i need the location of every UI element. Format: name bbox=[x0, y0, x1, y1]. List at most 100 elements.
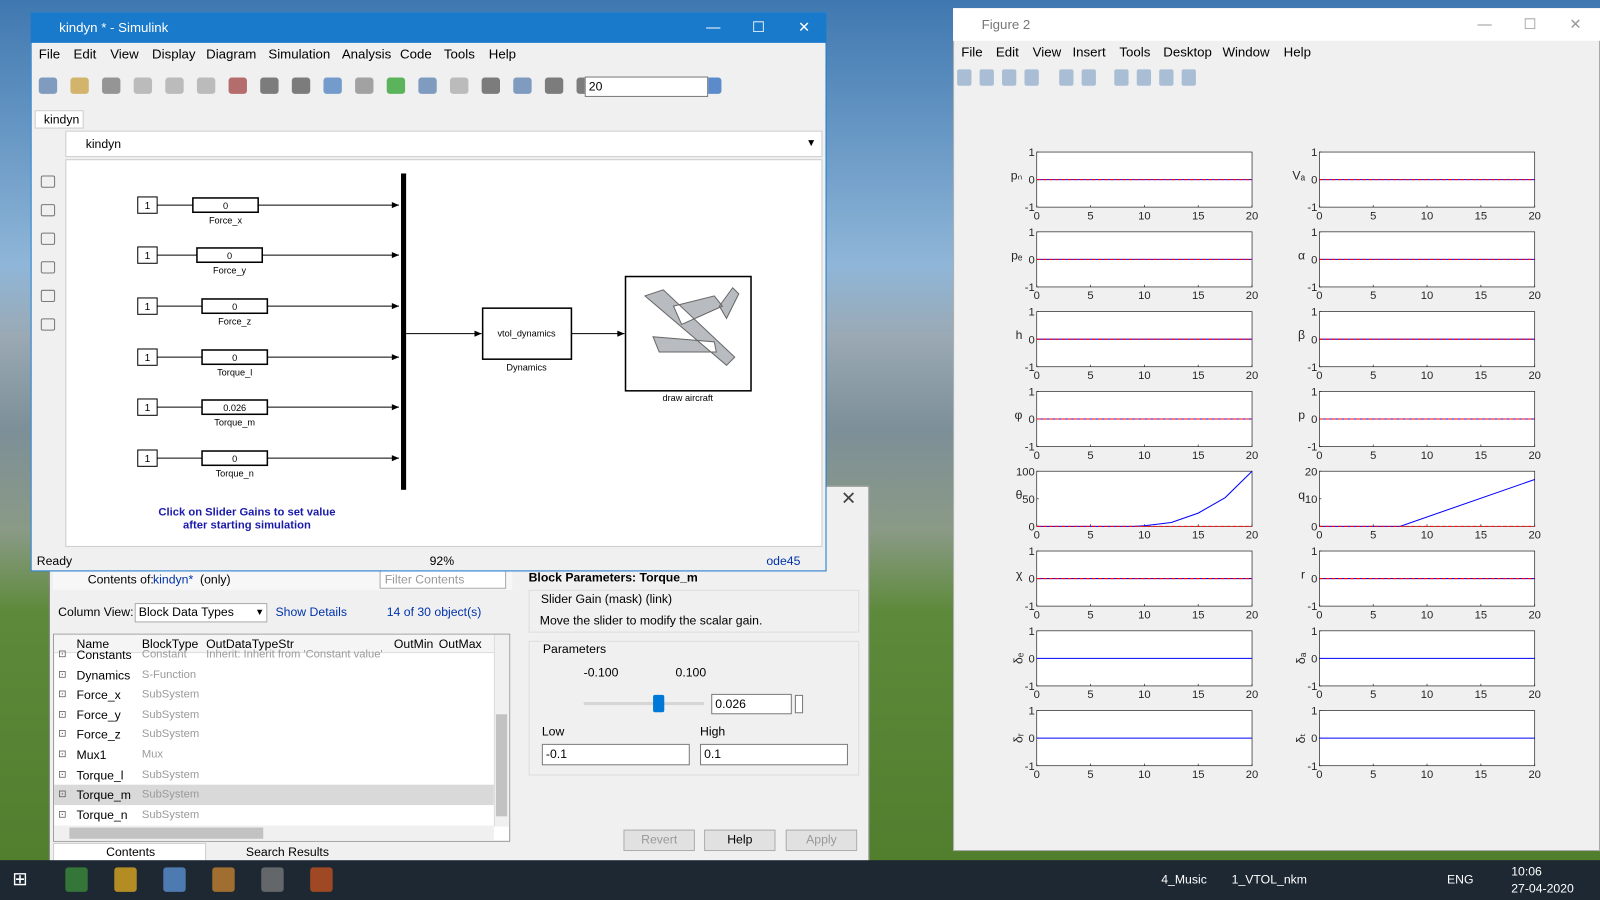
taskbar-app[interactable] bbox=[212, 867, 235, 892]
dialog-button[interactable] bbox=[704, 829, 776, 852]
menu-item[interactable]: Tools bbox=[443, 46, 475, 62]
button-label[interactable]: Help bbox=[727, 832, 753, 847]
menu-item[interactable]: Help bbox=[488, 46, 517, 62]
figure-toolbar-icon[interactable] bbox=[1114, 69, 1129, 86]
menu-item[interactable]: Edit bbox=[995, 44, 1019, 60]
toolbar-icon[interactable] bbox=[70, 77, 89, 94]
menu-item[interactable]: Diagram bbox=[206, 46, 257, 62]
menu-item[interactable]: Insert bbox=[1072, 44, 1106, 60]
palette-icon[interactable] bbox=[40, 175, 56, 188]
x-tick-label: 15 bbox=[1192, 210, 1204, 222]
figure-toolbar-icon[interactable] bbox=[1024, 69, 1039, 86]
window-control[interactable]: ✕ bbox=[1569, 15, 1582, 33]
menu-item[interactable]: File bbox=[38, 46, 61, 62]
menu-item[interactable]: Code bbox=[399, 46, 432, 62]
toolbar-icon[interactable] bbox=[513, 77, 532, 94]
x-tick-label: 10 bbox=[1138, 530, 1150, 542]
menu-item[interactable]: Simulation bbox=[268, 46, 331, 62]
menu-item[interactable]: Analysis bbox=[341, 46, 392, 62]
toolbar-icon[interactable] bbox=[323, 77, 342, 94]
figure-toolbar-icon[interactable] bbox=[1181, 69, 1196, 86]
explorer-tab[interactable]: Search Results bbox=[245, 844, 329, 859]
table-cell[interactable]: Dynamics bbox=[76, 667, 131, 683]
table-cell[interactable]: Force_y bbox=[76, 707, 121, 723]
show-details-link[interactable]: Show Details bbox=[275, 604, 347, 620]
menu-item[interactable]: Window bbox=[1222, 44, 1270, 60]
table-cell[interactable]: Constants bbox=[76, 647, 132, 663]
table-cell[interactable]: Torque_n bbox=[76, 807, 128, 823]
toolbar-icon[interactable] bbox=[228, 77, 247, 94]
menu-item[interactable]: Tools bbox=[1119, 44, 1151, 60]
palette-icon[interactable] bbox=[40, 232, 56, 245]
taskbar-toolbar[interactable]: 4_Music bbox=[1161, 872, 1207, 887]
menu-item[interactable]: View bbox=[110, 46, 139, 62]
button-label[interactable]: Revert bbox=[641, 832, 678, 847]
figure-toolbar-icon[interactable] bbox=[1159, 69, 1174, 86]
menu-item[interactable]: Desktop bbox=[1163, 44, 1212, 60]
figure-toolbar-icon[interactable] bbox=[1002, 69, 1017, 86]
toolbar-icon[interactable] bbox=[291, 77, 311, 94]
gain-value: 0 bbox=[232, 302, 237, 312]
high-input[interactable] bbox=[699, 743, 848, 766]
toolbar-icon[interactable] bbox=[449, 77, 469, 94]
gain-menu[interactable] bbox=[794, 694, 804, 714]
toolbar-icon[interactable] bbox=[355, 77, 374, 94]
menu-item[interactable]: Edit bbox=[73, 46, 97, 62]
palette-icon[interactable] bbox=[40, 318, 56, 331]
window-control[interactable]: — bbox=[706, 18, 721, 36]
figure-toolbar-icon[interactable] bbox=[957, 69, 972, 86]
clock-time[interactable]: 10:06 bbox=[1511, 864, 1542, 879]
stop-time-input[interactable] bbox=[584, 76, 709, 97]
toolbar-icon[interactable] bbox=[481, 77, 500, 94]
column-view-dropdown[interactable] bbox=[134, 603, 268, 623]
toolbar-icon[interactable] bbox=[386, 77, 406, 94]
table-cell[interactable]: Force_z bbox=[76, 727, 121, 743]
dialog-button[interactable] bbox=[785, 829, 858, 852]
toolbar-icon[interactable] bbox=[260, 77, 279, 94]
figure-toolbar-icon[interactable] bbox=[979, 69, 994, 86]
figure-toolbar-icon[interactable] bbox=[1081, 69, 1096, 86]
model-tab[interactable] bbox=[34, 110, 84, 129]
menu-item[interactable]: File bbox=[961, 44, 983, 60]
start-button[interactable]: ⊞ bbox=[12, 868, 28, 889]
explorer-tab[interactable]: Contents bbox=[106, 844, 156, 859]
table-cell[interactable]: Force_x bbox=[76, 687, 121, 703]
toolbar-icon[interactable] bbox=[38, 77, 58, 94]
toolbar-icon[interactable] bbox=[165, 77, 184, 94]
taskbar-app[interactable] bbox=[310, 867, 333, 892]
table-cell[interactable]: Torque_l bbox=[76, 767, 124, 783]
palette-icon[interactable] bbox=[40, 289, 56, 303]
menu-item[interactable]: Display bbox=[152, 46, 196, 62]
palette-icon[interactable] bbox=[40, 261, 56, 274]
toolbar-icon[interactable] bbox=[196, 77, 216, 94]
button-label[interactable]: Apply bbox=[806, 832, 837, 847]
taskbar-app[interactable] bbox=[65, 867, 88, 892]
model-link[interactable]: kindyn* bbox=[153, 572, 194, 587]
window-control[interactable]: ☐ bbox=[752, 18, 765, 36]
toolbar-icon[interactable] bbox=[102, 77, 121, 94]
window-control[interactable]: ✕ bbox=[797, 18, 810, 36]
figure-toolbar-icon[interactable] bbox=[1059, 69, 1074, 86]
menu-item[interactable]: View bbox=[1032, 44, 1062, 60]
slider-thumb[interactable] bbox=[653, 694, 665, 713]
palette-icon[interactable] bbox=[40, 204, 56, 217]
close-button[interactable]: ✕ bbox=[840, 487, 857, 509]
toolbar-icon[interactable] bbox=[418, 77, 437, 94]
taskbar-app[interactable] bbox=[163, 867, 186, 892]
taskbar-toolbar[interactable]: 1_VTOL_nkm bbox=[1231, 872, 1307, 887]
gain-input[interactable] bbox=[711, 693, 792, 715]
table-cell[interactable]: Torque_m bbox=[76, 787, 131, 803]
low-input[interactable] bbox=[541, 743, 690, 766]
menu-item[interactable]: Help bbox=[1283, 44, 1311, 60]
toolbar-icon[interactable] bbox=[133, 77, 153, 94]
toolbar-icon[interactable] bbox=[544, 77, 564, 94]
window-control[interactable]: — bbox=[1477, 15, 1492, 33]
dialog-button[interactable] bbox=[623, 829, 695, 852]
taskbar-app[interactable] bbox=[114, 867, 137, 892]
y-tick-label: -1 bbox=[1307, 681, 1317, 693]
clock-date[interactable]: 27-04-2020 bbox=[1511, 881, 1574, 896]
taskbar-app[interactable] bbox=[261, 867, 284, 892]
figure-toolbar-icon[interactable] bbox=[1136, 69, 1152, 86]
window-control[interactable]: ☐ bbox=[1523, 15, 1537, 33]
table-cell[interactable]: Mux1 bbox=[76, 747, 107, 763]
